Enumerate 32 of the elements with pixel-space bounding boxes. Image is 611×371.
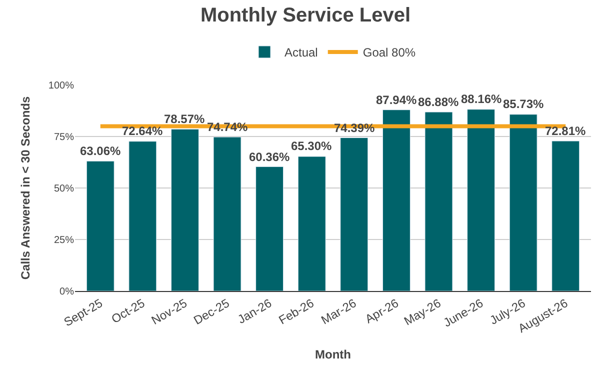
data-label: 88.16% — [461, 92, 502, 106]
bar — [256, 166, 284, 291]
bar — [170, 128, 199, 291]
bar — [509, 114, 538, 291]
chart-title: Monthly Service Level — [200, 4, 411, 26]
x-axis-title: Month — [315, 347, 351, 362]
data-label: 86.88% — [418, 95, 460, 109]
y-axis-title: Calls Answered in < 30 Seconds — [18, 96, 33, 280]
bar — [86, 160, 114, 291]
bar — [340, 138, 368, 291]
bar — [128, 141, 157, 291]
data-label: 87.94% — [376, 93, 418, 107]
bar — [298, 156, 326, 291]
bar — [424, 112, 453, 291]
data-label: 72.64% — [122, 124, 164, 138]
bar — [382, 110, 410, 291]
y-tick-label: 25% — [54, 235, 74, 246]
data-label: 65.30% — [291, 139, 332, 153]
y-tick-label: 0% — [60, 286, 74, 298]
data-label: 78.57% — [164, 112, 206, 126]
data-label: 72.81% — [545, 124, 586, 138]
y-tick-label: 100% — [48, 80, 74, 92]
y-tick-label: 75% — [54, 132, 74, 143]
legend-label: Goal 80% — [362, 46, 416, 60]
data-label: 60.36% — [249, 150, 290, 164]
bar — [552, 140, 580, 291]
bar — [213, 136, 242, 291]
y-tick-label: 50% — [54, 184, 74, 194]
data-label: 63.06% — [80, 144, 122, 158]
legend-label: Actual — [284, 46, 318, 60]
bar — [467, 109, 496, 291]
data-label: 85.73% — [503, 97, 544, 111]
